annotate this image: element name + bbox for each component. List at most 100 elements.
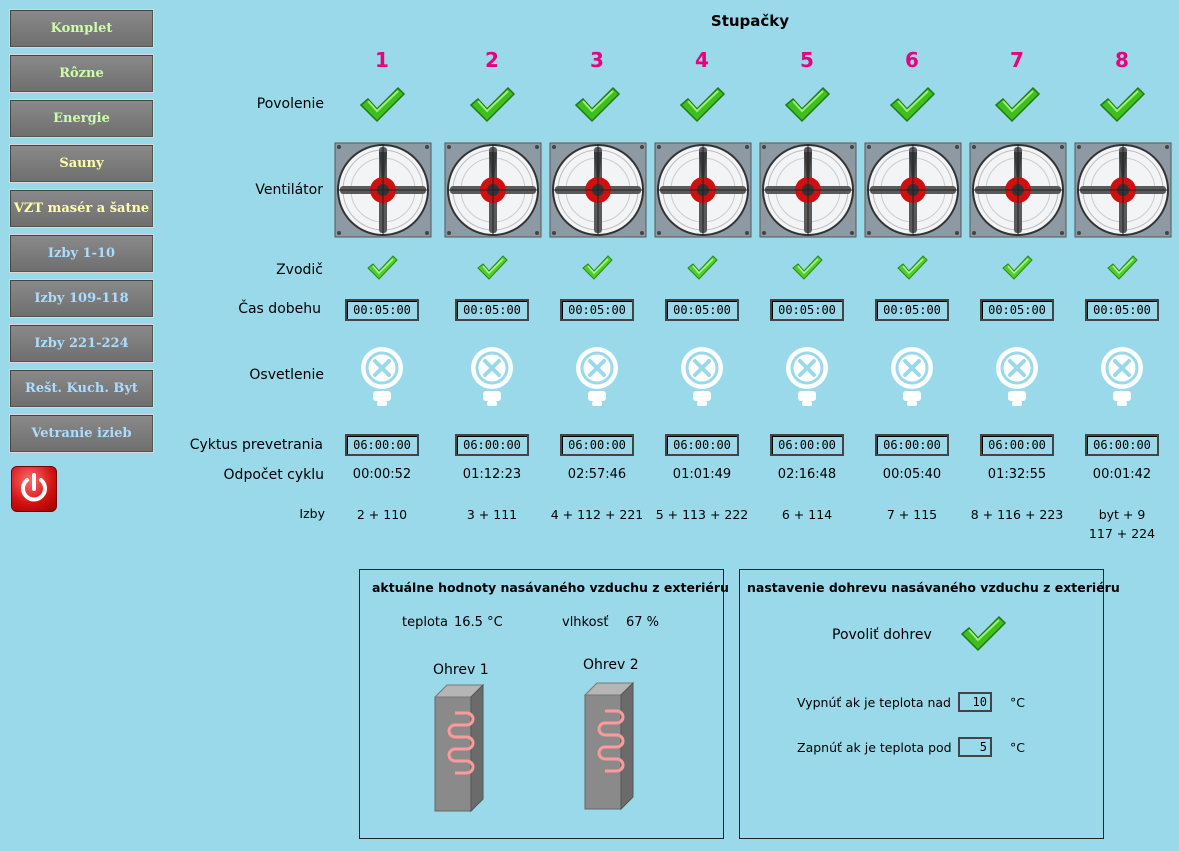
preheat-off-label: Vypnúť ak je teplota nad (797, 695, 951, 710)
preheat-on-unit: °C (1010, 740, 1025, 755)
row-label-enable: Povolenie (256, 96, 324, 112)
column-number: 3 (590, 48, 604, 72)
nav-izby-221-224-button[interactable]: Izby 221-224 (9, 324, 154, 363)
zvodic-check-icon (686, 253, 718, 283)
runout-time-input[interactable]: 00:05:00 (1085, 299, 1159, 321)
light-off-icon[interactable] (1097, 345, 1147, 407)
cycle-countdown: 02:16:48 (777, 467, 837, 482)
cycle-time-input[interactable]: 06:00:00 (980, 434, 1054, 456)
rooms-label: 5 + 113 + 222 (647, 505, 757, 524)
preheat-off-unit: °C (1010, 695, 1025, 710)
preheat-enable-label: Povoliť dohrev (832, 627, 932, 643)
row-label-zvodic: Zvodič (276, 262, 323, 278)
power-button[interactable] (11, 466, 57, 512)
enable-check-icon[interactable] (468, 85, 516, 125)
fan-icon[interactable] (654, 142, 752, 238)
cycle-time-input[interactable]: 06:00:00 (665, 434, 739, 456)
nav-rest-kuch-byt-button[interactable]: Rešt. Kuch. Byt (9, 369, 154, 408)
enable-check-icon[interactable] (993, 85, 1041, 125)
runout-time-input[interactable]: 00:05:00 (665, 299, 739, 321)
zvodic-check-icon (581, 253, 613, 283)
light-off-icon[interactable] (782, 345, 832, 407)
zvodic-check-icon (366, 253, 398, 283)
rooms-line-2: 117 + 224 (1088, 526, 1156, 541)
runout-time-input[interactable]: 00:05:00 (345, 299, 419, 321)
humidity-value: 67 % (626, 615, 660, 630)
runout-time-input[interactable]: 00:05:00 (560, 299, 634, 321)
fan-icon[interactable] (334, 142, 432, 238)
runout-time-input[interactable]: 00:05:00 (980, 299, 1054, 321)
fan-icon[interactable] (444, 142, 542, 238)
fan-icon[interactable] (759, 142, 857, 238)
heater-2-icon (583, 681, 635, 811)
row-label-rooms: Izby (299, 506, 325, 521)
fan-icon[interactable] (864, 142, 962, 238)
rooms-line-1: byt + 9 (1098, 507, 1146, 522)
zvodic-check-icon (1106, 253, 1138, 283)
cycle-countdown: 00:01:42 (1092, 467, 1152, 482)
cycle-time-input[interactable]: 06:00:00 (1085, 434, 1159, 456)
cycle-time-input[interactable]: 06:00:00 (770, 434, 844, 456)
preheat-off-value-input[interactable]: 10 (958, 692, 992, 712)
cycle-time-input[interactable]: 06:00:00 (345, 434, 419, 456)
exterior-panel-title: aktuálne hodnoty nasávaného vzduchu z ex… (372, 580, 729, 595)
rooms-line-1: 8 + 116 + 223 (970, 507, 1064, 522)
preheat-on-value-input[interactable]: 5 (958, 737, 992, 757)
enable-check-icon[interactable] (783, 85, 831, 125)
preheat-enable-check-icon[interactable] (959, 614, 1007, 654)
nav-izby-109-118-button[interactable]: Izby 109-118 (9, 279, 154, 318)
humidity-label: vlhkosť (562, 615, 609, 630)
power-icon (21, 473, 47, 502)
rooms-line-1: 5 + 113 + 222 (655, 507, 749, 522)
rooms-line-1: 7 + 115 (886, 507, 938, 522)
light-off-icon[interactable] (357, 345, 407, 407)
runout-time-input[interactable]: 00:05:00 (455, 299, 529, 321)
rooms-label: 2 + 110 (327, 505, 437, 524)
fan-icon[interactable] (1074, 142, 1172, 238)
light-off-icon[interactable] (677, 345, 727, 407)
enable-check-icon[interactable] (888, 85, 936, 125)
enable-check-icon[interactable] (573, 85, 621, 125)
enable-check-icon[interactable] (678, 85, 726, 125)
preheat-on-label: Zapnúť ak je teplota pod (797, 740, 952, 755)
rooms-label: 8 + 116 + 223 (962, 505, 1072, 524)
heater-1-icon (433, 683, 485, 813)
nav-izby-1-10-button[interactable]: Izby 1-10 (9, 234, 154, 273)
cycle-time-input[interactable]: 06:00:00 (560, 434, 634, 456)
rooms-line-1: 3 + 111 (466, 507, 518, 522)
zvodic-check-icon (476, 253, 508, 283)
zvodic-check-icon (791, 253, 823, 283)
cycle-countdown: 01:12:23 (462, 467, 522, 482)
nav-rozne-button[interactable]: Rôzne (9, 54, 154, 93)
runout-time-input[interactable]: 00:05:00 (770, 299, 844, 321)
fan-icon[interactable] (549, 142, 647, 238)
nav-sauny-button[interactable]: Sauny (9, 144, 154, 183)
light-off-icon[interactable] (887, 345, 937, 407)
light-off-icon[interactable] (572, 345, 622, 407)
rooms-label: 7 + 115 (857, 505, 967, 524)
cycle-countdown: 01:32:55 (987, 467, 1047, 482)
light-off-icon[interactable] (467, 345, 517, 407)
light-off-icon[interactable] (992, 345, 1042, 407)
nav-komplet-button[interactable]: Komplet (9, 9, 154, 48)
cycle-time-input[interactable]: 06:00:00 (875, 434, 949, 456)
nav-vetranie-izieb-button[interactable]: Vetranie izieb (9, 414, 154, 453)
rooms-line-1: 4 + 112 + 221 (550, 507, 644, 522)
rooms-label: 3 + 111 (437, 505, 547, 524)
row-label-light: Osvetlenie (249, 367, 324, 383)
enable-check-icon[interactable] (1098, 85, 1146, 125)
heater-2-label: Ohrev 2 (583, 657, 639, 673)
fan-icon[interactable] (969, 142, 1067, 238)
runout-time-input[interactable]: 00:05:00 (875, 299, 949, 321)
rooms-label: 4 + 112 + 221 (542, 505, 652, 524)
column-number: 2 (485, 48, 499, 72)
heater-1-label: Ohrev 1 (433, 662, 489, 678)
rooms-line-1: 6 + 114 (781, 507, 833, 522)
row-label-countdown: Odpočet cyklu (223, 467, 324, 483)
column-number: 4 (695, 48, 709, 72)
nav-energie-button[interactable]: Energie (9, 99, 154, 138)
enable-check-icon[interactable] (358, 85, 406, 125)
cycle-time-input[interactable]: 06:00:00 (455, 434, 529, 456)
nav-vzt-maser-button[interactable]: VZT masér a šatne (9, 189, 154, 228)
preheat-panel-title: nastavenie dohrevu nasávaného vzduchu z … (747, 580, 1120, 595)
